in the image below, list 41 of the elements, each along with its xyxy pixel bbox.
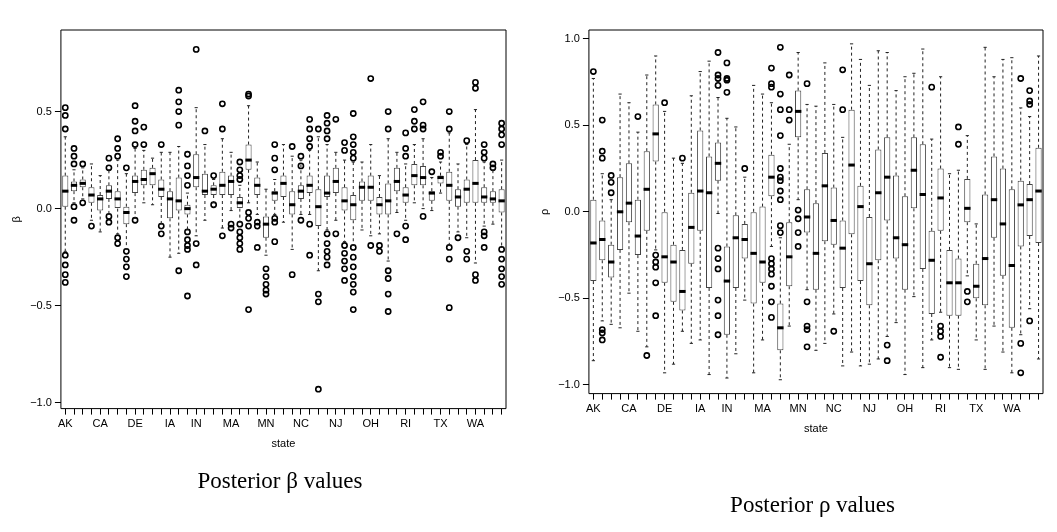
text: Posterior ρ values [729, 492, 896, 518]
x-tick-label: IN [721, 402, 733, 415]
x-tick-label: OH [362, 417, 380, 430]
y-tick-label: −0.5 [558, 291, 580, 304]
y-tick-label: 0.5 [36, 104, 52, 117]
x-tick-label: MA [222, 417, 241, 430]
text: Posterior β values [196, 468, 364, 494]
x-axis-title: state [271, 437, 296, 450]
x-tick-label: TX [433, 417, 449, 430]
x-tick-label: MN [257, 417, 275, 430]
x-tick-label: MA [754, 402, 772, 415]
x-tick-label: RI [400, 417, 412, 430]
x-tick-label: CA [621, 402, 638, 415]
y-tick-label: 0.5 [564, 118, 580, 131]
x-tick-label: CA [92, 417, 109, 430]
x-tick-label: DE [127, 417, 143, 430]
y-tick-label: −1.0 [558, 377, 580, 390]
y-axis-title: β [9, 216, 22, 223]
x-tick-label: DE [656, 402, 673, 415]
x-tick-label: NC [292, 417, 309, 430]
x-tick-label: RI [935, 402, 947, 415]
x-tick-label: NJ [862, 402, 877, 415]
y-axis-title: ρ [537, 208, 550, 215]
x-tick-label: WA [466, 417, 485, 430]
y-tick-label: 0.0 [36, 201, 52, 214]
x-tick-label: AK [586, 402, 602, 415]
y-tick-label: −1.0 [30, 395, 52, 408]
x-tick-label: IA [164, 417, 176, 430]
x-tick-label: AK [57, 417, 74, 430]
x-tick-label: NJ [329, 417, 343, 430]
x-tick-label: IA [695, 402, 707, 415]
x-tick-label: TX [969, 402, 984, 415]
x-tick-label: OH [896, 402, 914, 415]
y-tick-label: −0.5 [30, 298, 52, 311]
y-tick-label: 0.0 [564, 204, 580, 217]
y-tick-label: 1.0 [564, 31, 580, 44]
x-axis-title: state [804, 422, 828, 435]
x-tick-label: NC [825, 402, 842, 415]
x-tick-label: IN [190, 417, 202, 430]
x-tick-label: WA [1003, 402, 1022, 415]
x-tick-label: MN [789, 402, 807, 415]
